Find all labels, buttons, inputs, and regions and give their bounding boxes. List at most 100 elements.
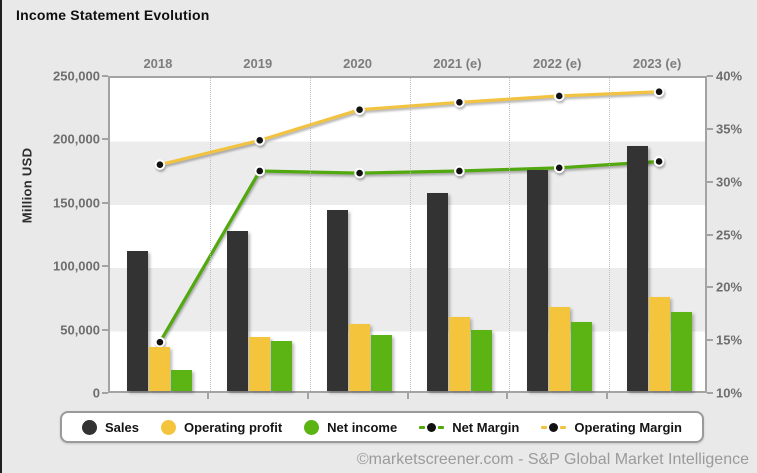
legend-label: Sales [105,419,139,435]
x-axis-label-2018: 2018 [143,56,173,71]
line-net-margin [158,159,660,343]
legend-marker-dot [427,422,437,432]
right-tick-label: 30% [716,174,743,190]
plot-area [108,76,707,393]
bottom-tick-mark [606,393,609,399]
left-tick-label: 250,000 [53,68,100,84]
vertical-gridline [609,78,611,391]
bar-sales-2018 [127,251,149,391]
legend-swatch-circle [160,419,176,435]
bottom-tick-mark [206,393,209,399]
vertical-gridline [509,78,511,391]
marker-operating-margin [154,159,166,170]
legend-item-net-margin: Net Margin [419,420,519,435]
left-tick-mark [102,75,108,77]
chart-legend: Sales Operating profit Net income Net Margi… [60,411,704,443]
marker-net-margin [553,162,565,174]
left-tick-label: 100,000 [53,258,100,274]
marker-net-margin [154,336,166,348]
legend-label: Operating profit [183,419,283,435]
legend-swatch-circle [82,419,97,435]
marker-operating-margin [454,97,465,108]
marker-operating-margin [553,90,565,102]
bar-operating-profit-2018 [149,346,171,391]
legend-line-dot-glyph [541,422,567,432]
bar-sales-2022e [526,170,548,391]
legend-swatch-circle [304,419,320,435]
x-axis-label-2022e: 2022 (e) [533,56,582,71]
bar-operating-profit-2022e [548,306,570,391]
vertical-gridline [409,78,411,391]
legend-label: Net Margin [452,419,520,435]
right-tick-mark [707,286,713,289]
right-tick-label: 25% [716,227,743,242]
legend-dash [560,425,567,429]
left-tick-mark [102,138,108,141]
marker-operating-margin [354,104,365,116]
legend-label: Operating Margin [574,419,682,435]
legend-marker-dot [549,422,559,432]
bar-operating-profit-2020 [349,323,371,391]
bar-sales-2021e [426,193,448,391]
right-tick-label: 10% [716,385,743,401]
legend-dash [438,425,445,429]
bar-net-income-2021e [470,329,492,391]
marker-operating-margin [254,135,266,146]
legend-line-dot-glyph [419,422,445,432]
left-tick-mark [102,328,108,331]
bar-operating-profit-2019 [249,336,271,391]
bar-sales-2023e [626,146,648,391]
bar-net-income-2022e [570,321,592,391]
bar-operating-profit-2021e [448,316,470,391]
right-tick-mark [707,339,713,342]
bottom-tick-mark [306,393,309,399]
bar-net-income-2023e [670,312,692,391]
left-tick-label: 0 [92,385,100,401]
right-tick-mark [707,75,713,77]
left-tick-mark [102,201,108,204]
bar-net-income-2020 [371,334,393,391]
right-tick-mark [707,127,713,130]
legend-label: Net income [327,419,398,435]
right-tick-label: 35% [716,121,743,137]
legend-item-operating-profit: Operating profit [160,419,283,435]
left-axis-title: Million USD [19,147,35,224]
x-axis-label-2023e: 2023 (e) [632,56,682,71]
copyright-text: ©marketscreener.com - S&P Global Market … [356,451,749,468]
vertical-gridline [209,78,211,391]
left-tick-mark [102,265,108,268]
marker-net-margin [354,167,365,179]
right-tick-label: 15% [716,332,743,348]
legend-dash [419,425,426,429]
marker-net-margin [454,165,465,177]
page-title: Income Statement Evolution [16,7,210,23]
legend-dash [541,425,548,429]
marker-net-margin [254,165,266,177]
bottom-tick-mark [506,393,509,399]
legend-item-net-income: Net income [304,419,398,435]
right-tick-label: 20% [716,279,743,295]
right-tick-mark [707,233,713,236]
marker-operating-margin [653,86,665,98]
right-tick-label: 40% [716,68,743,84]
margin-lines-layer [154,86,665,348]
marker-net-margin [653,156,665,167]
left-tick-mark [102,392,108,394]
left-tick-label: 150,000 [53,195,100,211]
legend-item-sales: Sales [82,419,139,435]
left-tick-label: 200,000 [53,131,100,147]
bottom-tick-mark [406,393,409,399]
x-axis-label-2020: 2020 [343,56,373,71]
bar-sales-2020 [327,209,349,391]
bar-net-income-2018 [171,370,193,391]
x-axis-label-2021e: 2021 (e) [433,56,482,71]
x-axis-label-2019: 2019 [243,56,273,71]
left-tick-label: 50,000 [60,322,100,338]
line-operating-margin [159,90,660,167]
right-tick-mark [707,392,713,394]
vertical-gridline [309,78,311,391]
bar-operating-profit-2023e [648,296,670,391]
bar-net-income-2019 [271,341,293,391]
right-tick-mark [707,180,713,183]
